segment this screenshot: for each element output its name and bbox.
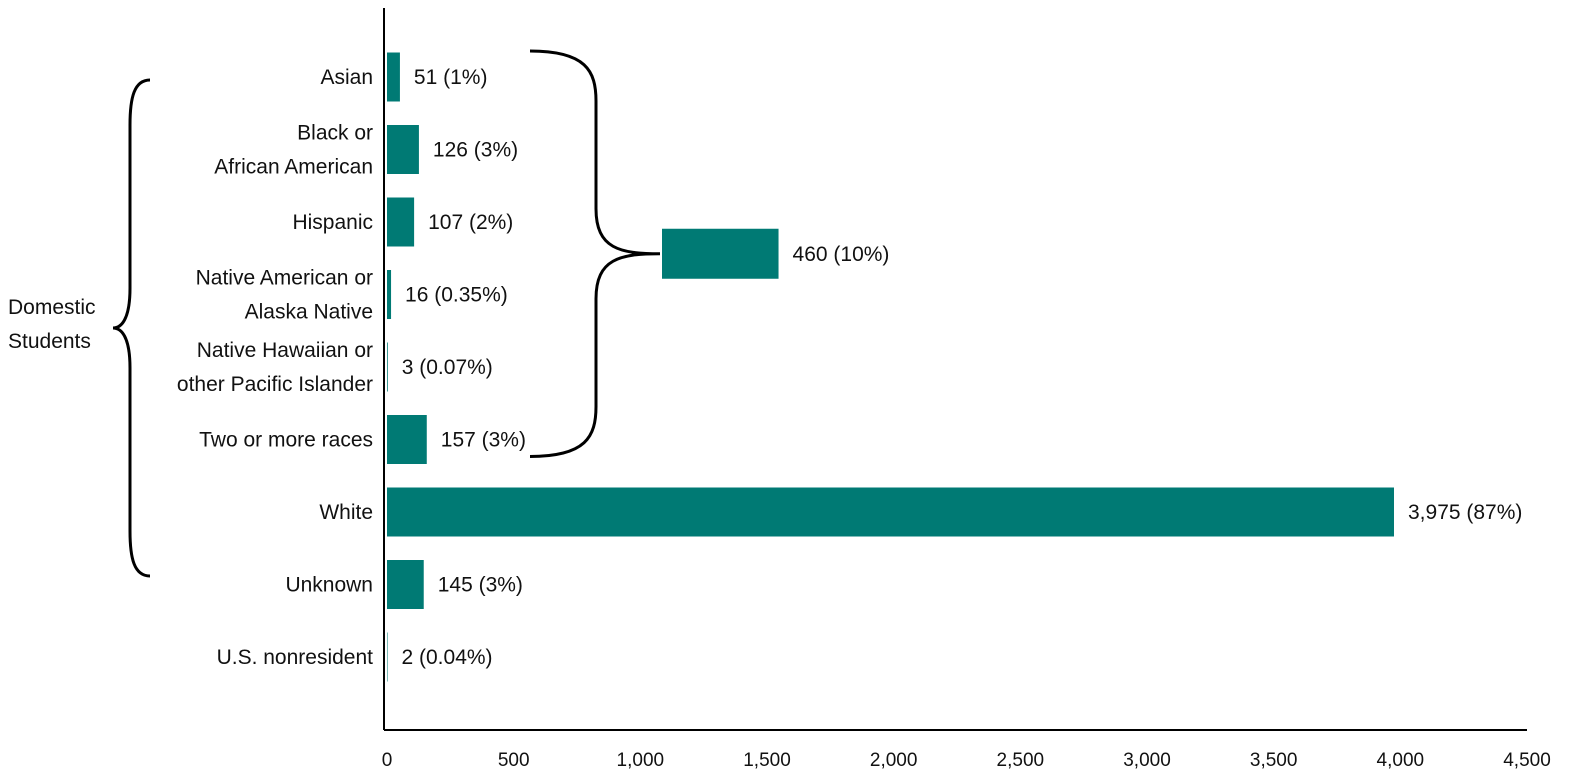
bar-asian: [387, 52, 400, 102]
brackets-group: Domestic Students: [8, 49, 661, 578]
x-tick-label-1000: 1,000: [617, 750, 665, 771]
value-label-unknown: 145 (3%): [438, 574, 523, 597]
bar-u-s-nonresident: [387, 632, 388, 682]
value-label-summary-total: 460 (10%): [793, 243, 890, 266]
value-label-u-s-nonresident: 2 (0.04%): [402, 646, 493, 669]
bar-black-or-african-american: [387, 125, 419, 174]
category-label-white: White: [319, 501, 373, 524]
value-label-black-or-african-american: 126 (3%): [433, 139, 518, 162]
summary-brace: [529, 49, 661, 458]
category-label-hispanic: Hispanic: [292, 211, 373, 234]
labels-group: Asian 51 (1%) Black or African American 126 …: [177, 66, 1523, 669]
category-label-unknown: Unknown: [285, 574, 373, 597]
value-label-asian: 51 (1%): [414, 66, 488, 89]
x-tick-label-4000: 4,000: [1377, 750, 1425, 771]
bar-hispanic: [387, 197, 415, 247]
bar-summary-total: [662, 228, 779, 279]
category-label-native-american-or-alaska-native-line-1: Native American or: [196, 267, 373, 290]
value-label-two-or-more-races: 157 (3%): [441, 429, 526, 452]
category-label-black-or-african-american-line-2: African American: [214, 156, 373, 179]
x-tick-label-500: 500: [498, 750, 530, 771]
value-label-native-american-or-alaska-native: 16 (0.35%): [405, 284, 508, 307]
category-label-black-or-african-american-line-1: Black or: [297, 122, 373, 145]
value-label-hispanic: 107 (2%): [428, 211, 513, 234]
category-label-two-or-more-races: Two or more races: [199, 429, 373, 452]
x-tick-label-3000: 3,000: [1123, 750, 1171, 771]
x-tick-label-2500: 2,500: [997, 750, 1045, 771]
x-tick-label-3500: 3,500: [1250, 750, 1298, 771]
bar-two-or-more-races: [387, 415, 427, 464]
category-label-native-american-or-alaska-native-line-2: Alaska Native: [245, 301, 373, 324]
x-tick-label-2000: 2,000: [870, 750, 918, 771]
category-label-u-s-nonresident: U.S. nonresident: [217, 646, 374, 669]
value-label-native-hawaiian-or-other-pacific-islander: 3 (0.07%): [402, 356, 493, 379]
bar-unknown: [387, 560, 424, 609]
group-brace-domestic: [112, 78, 151, 578]
x-tick-label-1500: 1,500: [743, 750, 791, 771]
x-tick-label-0: 0: [382, 750, 393, 771]
category-label-native-hawaiian-or-other-pacific-islander-line-1: Native Hawaiian or: [197, 339, 373, 362]
group-label-line-2: Students: [8, 330, 91, 353]
axes-group: 0 500 1,000 1,500 2,000 2,500 3,000 3,500 4,000 4…: [382, 8, 1551, 771]
bar-white: [387, 487, 1394, 537]
bars-group: [387, 52, 1394, 682]
category-label-native-hawaiian-or-other-pacific-islander-line-2: other Pacific Islander: [177, 373, 373, 396]
bar-native-american-or-alaska-native: [387, 270, 392, 319]
category-label-asian: Asian: [320, 66, 373, 89]
bar-native-hawaiian-or-other-pacific-islander: [387, 342, 388, 392]
x-tick-label-4500: 4,500: [1503, 750, 1551, 771]
group-label-line-1: Domestic: [8, 296, 96, 319]
value-label-white: 3,975 (87%): [1408, 501, 1522, 524]
